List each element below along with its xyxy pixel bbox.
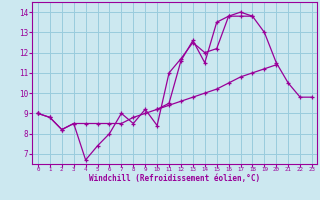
- X-axis label: Windchill (Refroidissement éolien,°C): Windchill (Refroidissement éolien,°C): [89, 174, 260, 183]
